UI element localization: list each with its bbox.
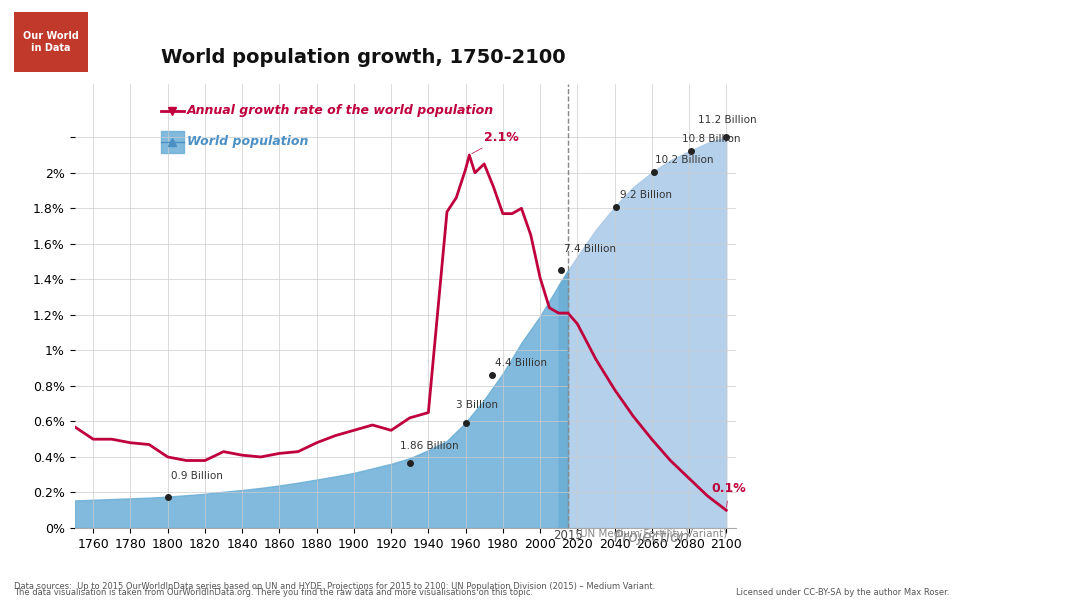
Text: 2.1%: 2.1% (472, 131, 519, 154)
Text: The data visualisation is taken from OurWorldInData.org. There you find the raw : The data visualisation is taken from Our… (14, 588, 533, 597)
Text: 10.2 Billion: 10.2 Billion (656, 155, 714, 165)
Text: Projection: Projection (614, 530, 690, 545)
Text: 3 Billion: 3 Billion (456, 400, 498, 410)
Text: Our World
in Data: Our World in Data (23, 31, 79, 53)
Text: 0.9 Billion: 0.9 Billion (172, 471, 223, 481)
Text: 4.4 Billion: 4.4 Billion (496, 358, 547, 368)
Text: 11.2 Billion: 11.2 Billion (698, 115, 757, 125)
Text: (UN Medium Fertility Variant): (UN Medium Fertility Variant) (576, 529, 727, 539)
Text: World population: World population (187, 135, 308, 148)
Text: 9.2 Billion: 9.2 Billion (620, 190, 672, 200)
Text: 1.86 Billion: 1.86 Billion (401, 441, 459, 451)
Text: Data sources:  Up to 2015 OurWorldInData series based on UN and HYDE. Projection: Data sources: Up to 2015 OurWorldInData … (14, 582, 656, 591)
Text: 10.8 Billion: 10.8 Billion (681, 134, 740, 145)
Text: Licensed under CC-BY-SA by the author Max Roser.: Licensed under CC-BY-SA by the author Ma… (736, 588, 949, 597)
Text: 2015: 2015 (553, 529, 583, 542)
Text: World population growth, 1750-2100: World population growth, 1750-2100 (161, 49, 565, 67)
Text: 7.4 Billion: 7.4 Billion (564, 244, 616, 254)
Text: 0.1%: 0.1% (711, 482, 746, 508)
Text: Annual growth rate of the world population: Annual growth rate of the world populati… (187, 104, 495, 117)
